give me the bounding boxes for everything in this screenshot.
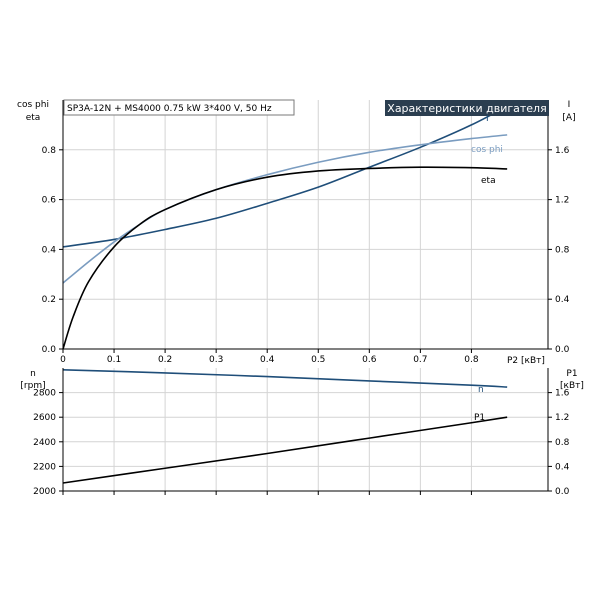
series-line-eta <box>62 166 508 350</box>
x-tick-label-1: 0.1 <box>107 355 121 365</box>
series-label-n: n <box>478 385 484 395</box>
top-right-axis-label-1: I <box>568 100 571 110</box>
bottom-left-axis-label-2: [rpm] <box>20 381 45 391</box>
series-line-cos-phi <box>62 134 508 284</box>
bottom-right-tick-label-2: 0.8 <box>555 438 570 448</box>
top-left-tick-label-3: 0.6 <box>42 196 57 206</box>
top-right-tick-label-2: 0.8 <box>555 245 570 255</box>
x-tick-label-7: 0.7 <box>413 355 427 365</box>
bottom-right-tick-label-0: 0.0 <box>555 487 570 497</box>
series-label-eta: eta <box>481 176 496 186</box>
x-tick-label-0: 0 <box>60 355 66 365</box>
series-line-n <box>62 369 508 388</box>
label-layer: SP3A-12N + MS4000 0.75 kW 3*400 V, 50 Hz… <box>17 99 584 423</box>
bottom-right-axis-label-1: P1 <box>566 369 577 379</box>
x-tick-label-8: 0.8 <box>464 355 479 365</box>
bottom-right-tick-label-1: 0.4 <box>555 462 570 472</box>
series-label-p1: P1 <box>474 413 485 423</box>
bottom-left-tick-label-4: 2800 <box>33 389 56 399</box>
bottom-right-axis-label-2: [кВт] <box>560 381 584 391</box>
top-left-tick-label-4: 0.8 <box>42 146 57 156</box>
series-line-p1 <box>62 416 508 484</box>
x-tick-label-4: 0.4 <box>260 355 275 365</box>
top-right-tick-label-1: 0.4 <box>555 295 570 305</box>
top-right-tick-label-0: 0.0 <box>555 345 570 355</box>
top-left-axis-label-1: cos phi <box>17 100 49 110</box>
x-tick-label-6: 0.6 <box>362 355 377 365</box>
bottom-right-tick-label-4: 1.6 <box>555 389 570 399</box>
x-tick-label-2: 0.2 <box>158 355 172 365</box>
series-line-i <box>62 105 508 248</box>
x-axis-label: P2 [кВт] <box>507 356 545 366</box>
info-box <box>63 99 295 116</box>
bottom-left-tick-label-0: 2000 <box>33 487 56 497</box>
bottom-left-tick-label-3: 2600 <box>33 413 56 423</box>
grid-layer <box>63 100 548 491</box>
info-label: SP3A-12N + MS4000 0.75 kW 3*400 V, 50 Hz <box>67 104 272 114</box>
bottom-left-tick-label-1: 2200 <box>33 462 56 472</box>
x-tick-label-3: 0.3 <box>209 355 223 365</box>
chart-title: Характеристики двигателя <box>387 102 546 115</box>
bottom-left-axis-label-1: n <box>30 369 36 379</box>
top-left-tick-label-2: 0.4 <box>42 245 57 255</box>
curve-layer <box>62 105 508 484</box>
axis-layer: 0 0.1 0.2 0.3 0.4 0.5 0.6 0.7 0.8 0.0 0.2 0.4 0.6 0.8… <box>33 100 570 497</box>
top-left-tick-label-1: 0.2 <box>42 295 56 305</box>
top-left-tick-label-0: 0.0 <box>42 345 57 355</box>
top-left-axis-label-2: eta <box>26 113 41 123</box>
series-label-i: I <box>486 114 489 124</box>
top-right-axis-label-2: [A] <box>562 113 575 123</box>
title-banner <box>385 100 549 116</box>
bottom-right-tick-label-3: 1.2 <box>555 413 569 423</box>
series-label-cos-phi: cos phi <box>471 145 503 155</box>
x-tick-label-5: 0.5 <box>311 355 325 365</box>
top-right-tick-label-3: 1.2 <box>555 196 569 206</box>
bottom-left-tick-label-2: 2400 <box>33 438 56 448</box>
top-right-tick-label-4: 1.6 <box>555 146 570 156</box>
